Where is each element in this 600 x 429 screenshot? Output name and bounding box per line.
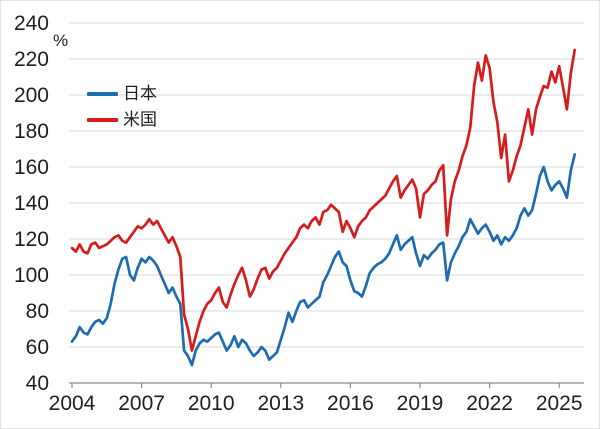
x-tick-label: 2013: [257, 392, 304, 415]
x-tick-label: 2007: [118, 392, 165, 415]
y-axis-unit-label: %: [53, 31, 69, 50]
x-tick-label: 2010: [188, 392, 235, 415]
x-tick-label: 2025: [536, 392, 583, 415]
y-tick-label: 100: [14, 264, 49, 287]
x-tick-label: 2016: [327, 392, 374, 415]
legend-item-us: 米国: [87, 111, 157, 128]
y-tick-label: 140: [14, 192, 49, 215]
japan-line-swatch: [87, 91, 118, 96]
y-tick-label: 60: [26, 336, 49, 359]
x-tick-label: 2004: [49, 392, 96, 415]
y-tick-label: 220: [14, 48, 49, 71]
x-tick-label: 2019: [397, 392, 444, 415]
us-series-line: [70, 48, 577, 352]
y-tick-label: 160: [14, 156, 49, 179]
us-line-swatch: [87, 117, 118, 122]
legend-item-japan: 日本: [87, 85, 157, 102]
y-tick-label: 40: [26, 372, 49, 395]
legend: 日本 米国: [87, 85, 157, 128]
y-tick-label: 200: [14, 84, 49, 107]
legend-label-japan: 日本: [123, 84, 157, 103]
y-tick-label: 240: [14, 12, 49, 35]
legend-label-us: 米国: [123, 110, 157, 129]
japan-series-line: [70, 153, 577, 367]
x-tick-label: 2022: [466, 392, 513, 415]
y-tick-label: 80: [26, 300, 49, 323]
y-tick-label: 120: [14, 228, 49, 251]
y-tick-label: 180: [14, 120, 49, 143]
